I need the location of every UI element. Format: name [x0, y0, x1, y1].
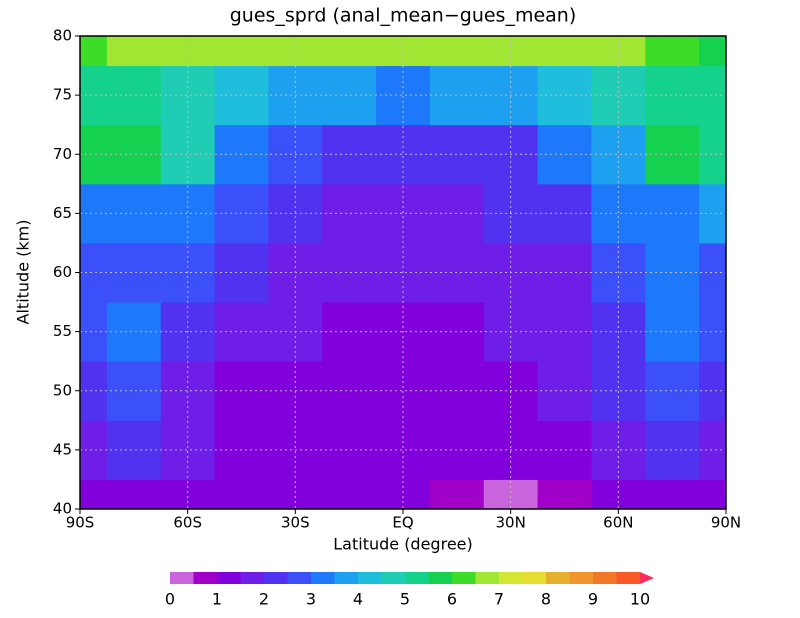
colorbar-box	[475, 572, 500, 584]
field-cell	[483, 479, 539, 510]
colorbar-box	[546, 572, 570, 584]
colorbar-box	[170, 572, 194, 584]
field-cell	[80, 183, 108, 244]
field-cell	[591, 420, 646, 480]
y-tick-label: 50	[53, 381, 72, 399]
x-tick-label: 30S	[281, 514, 310, 532]
y-tick-label: 55	[53, 322, 72, 340]
colorbar-box	[522, 572, 547, 584]
colorbar-label: 7	[494, 590, 504, 609]
colorbar-box	[616, 572, 641, 584]
x-tick-label: 30N	[496, 514, 526, 532]
field-cell	[322, 36, 377, 67]
x-tick-label: 90S	[66, 514, 95, 532]
field-cell	[80, 36, 108, 67]
y-tick-label: 80	[53, 27, 72, 45]
colorbar-box	[499, 572, 523, 584]
field-cell	[699, 183, 727, 244]
y-tick-label: 70	[53, 145, 72, 163]
field-cell	[80, 361, 108, 421]
field-cell	[214, 36, 269, 67]
colorbar-label: 10	[630, 590, 650, 609]
colorbar-box	[358, 572, 382, 584]
field-cell	[80, 242, 108, 303]
colorbar-box	[452, 572, 476, 584]
colorbar-box	[217, 572, 241, 584]
colorbar-box	[593, 572, 617, 584]
field-cell	[537, 36, 592, 67]
colorbar-box	[334, 572, 359, 584]
colorbar-label: 6	[447, 590, 457, 609]
y-axis-label: Altitude (km)	[14, 220, 33, 325]
colorbar-box	[381, 572, 406, 584]
field-cell	[80, 65, 108, 126]
colorbar-label: 4	[353, 590, 363, 609]
colorbar-box	[428, 572, 453, 584]
y-tick-label: 60	[53, 263, 72, 281]
field-cell	[591, 479, 646, 510]
field-cell	[537, 479, 592, 510]
field-cell	[429, 36, 485, 67]
colorbar-box	[569, 572, 594, 584]
field-cell	[80, 420, 108, 480]
field-cell	[322, 479, 377, 510]
colorbar-box	[287, 572, 312, 584]
colorbar-label: 3	[306, 590, 316, 609]
field-cell	[699, 302, 727, 362]
colorbar-label: 5	[400, 590, 410, 609]
field-cell	[699, 479, 727, 510]
field-cell	[699, 420, 727, 480]
field-cell	[699, 65, 727, 126]
field-cell	[699, 36, 727, 67]
colorbar-label: 9	[588, 590, 598, 609]
colorbar-box	[240, 572, 265, 584]
y-tick-label: 40	[53, 500, 72, 518]
field-cell	[591, 124, 646, 185]
colorbar-arrow	[640, 572, 654, 584]
field-cell	[80, 124, 108, 185]
colorbar-label: 8	[541, 590, 551, 609]
colorbar-box	[311, 572, 335, 584]
field-cell	[160, 479, 216, 510]
field-cell	[645, 36, 700, 67]
x-tick-label: 90N	[711, 514, 741, 532]
y-tick-label: 75	[53, 86, 72, 104]
x-tick-label: EQ	[392, 514, 413, 532]
field-cell	[376, 479, 431, 510]
field-cell	[106, 36, 162, 67]
colorbar-box	[193, 572, 218, 584]
field-cell	[429, 479, 485, 510]
x-tick-label: 60S	[173, 514, 202, 532]
chart-title: gues_sprd (anal_mean−gues_mean)	[230, 5, 577, 27]
x-axis-label: Latitude (degree)	[333, 535, 473, 554]
field-cell	[106, 479, 162, 510]
y-tick-label: 65	[53, 204, 72, 222]
field-cell	[699, 361, 727, 421]
field-cell	[214, 479, 269, 510]
plot-frame	[79, 35, 727, 510]
colorbar-box	[405, 572, 429, 584]
field-cell	[699, 124, 727, 185]
colorbar-label: 2	[259, 590, 269, 609]
field-cell	[268, 479, 323, 510]
field-cell	[376, 124, 431, 185]
field-cell	[80, 302, 108, 362]
colorbar-label: 0	[165, 590, 175, 609]
x-tick-label: 60N	[603, 514, 633, 532]
field-cell	[80, 479, 108, 510]
y-tick-label: 45	[53, 440, 72, 458]
colorbar-label: 1	[212, 590, 222, 609]
colorbar-box	[264, 572, 288, 584]
field-cell	[645, 479, 700, 510]
field-cell	[376, 420, 431, 480]
field-cell	[699, 242, 727, 303]
